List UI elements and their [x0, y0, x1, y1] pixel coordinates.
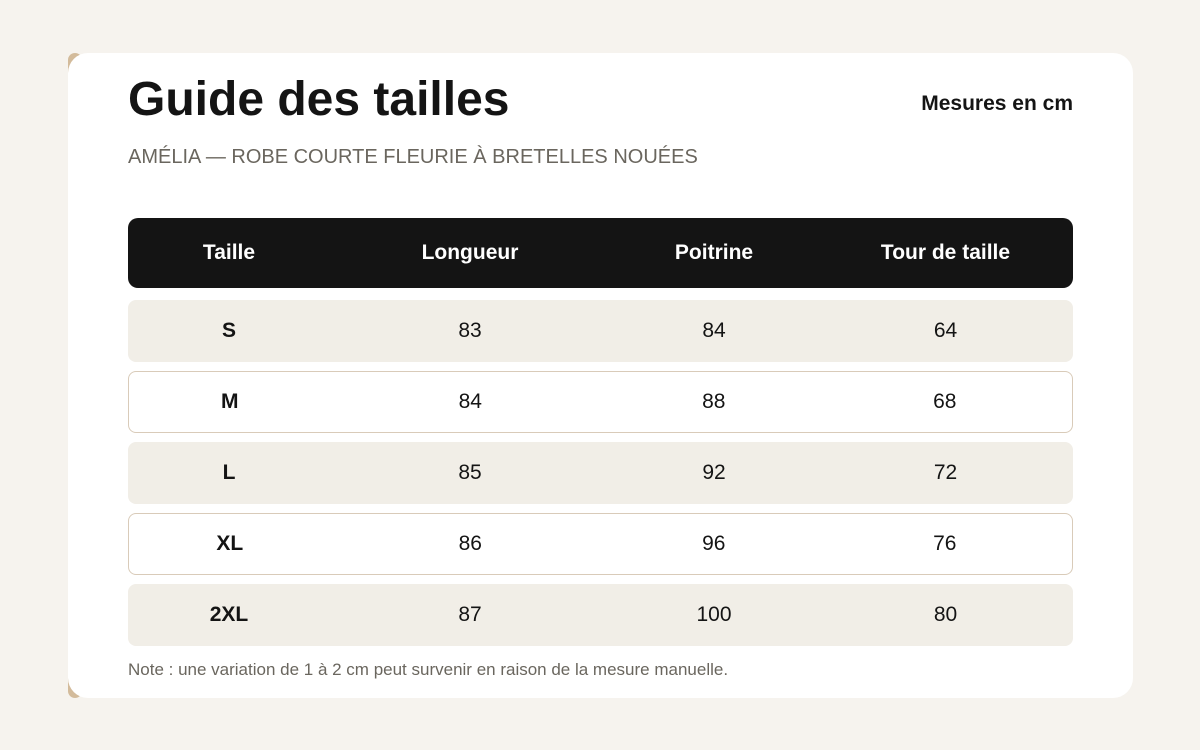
tour-de-taille-cell: 68: [933, 390, 957, 413]
size-cell: L: [222, 461, 236, 484]
table-row: L 85 92 72: [128, 442, 1073, 504]
product-subtitle: AMÉLIA — ROBE COURTE FLEURIE À BRETELLES…: [128, 146, 698, 168]
size-cell: XL: [216, 532, 244, 555]
column-header-longueur: Longueur: [421, 241, 519, 264]
size-cell: M: [221, 390, 239, 413]
table-header-row: Taille Longueur Poitrine Tour de taille: [128, 218, 1073, 288]
tour-de-taille-cell: 64: [933, 319, 958, 342]
poitrine-cell: 100: [696, 603, 732, 626]
longueur-cell: 87: [458, 603, 482, 626]
measurement-note: Note : une variation de 1 à 2 cm peut su…: [128, 660, 729, 679]
table-row: M 84 88 68: [128, 371, 1073, 433]
poitrine-cell: 96: [702, 532, 726, 555]
units-label: Mesures en cm: [921, 92, 1073, 115]
longueur-cell: 84: [458, 390, 482, 413]
longueur-cell: 85: [458, 461, 482, 484]
page-title: Guide des tailles: [128, 73, 510, 126]
poitrine-cell: 92: [702, 461, 726, 484]
poitrine-cell: 84: [702, 319, 726, 342]
longueur-cell: 86: [458, 532, 482, 555]
table-row: XL 86 96 76: [128, 513, 1073, 575]
table-row: S 83 84 64: [128, 300, 1073, 362]
size-table: Taille Longueur Poitrine Tour de taille …: [128, 218, 1073, 655]
size-cell: S: [221, 319, 236, 342]
poitrine-cell: 88: [702, 390, 726, 413]
tour-de-taille-cell: 72: [933, 461, 958, 484]
tour-de-taille-cell: 80: [933, 603, 958, 626]
tour-de-taille-cell: 76: [933, 532, 957, 555]
longueur-cell: 83: [458, 319, 482, 342]
column-header-poitrine: Poitrine: [674, 241, 754, 264]
table-row: 2XL 87 100 80: [128, 584, 1073, 646]
column-header-tour-de-taille: Tour de taille: [880, 241, 1011, 264]
column-header-taille: Taille: [202, 241, 256, 264]
size-cell: 2XL: [209, 603, 249, 626]
